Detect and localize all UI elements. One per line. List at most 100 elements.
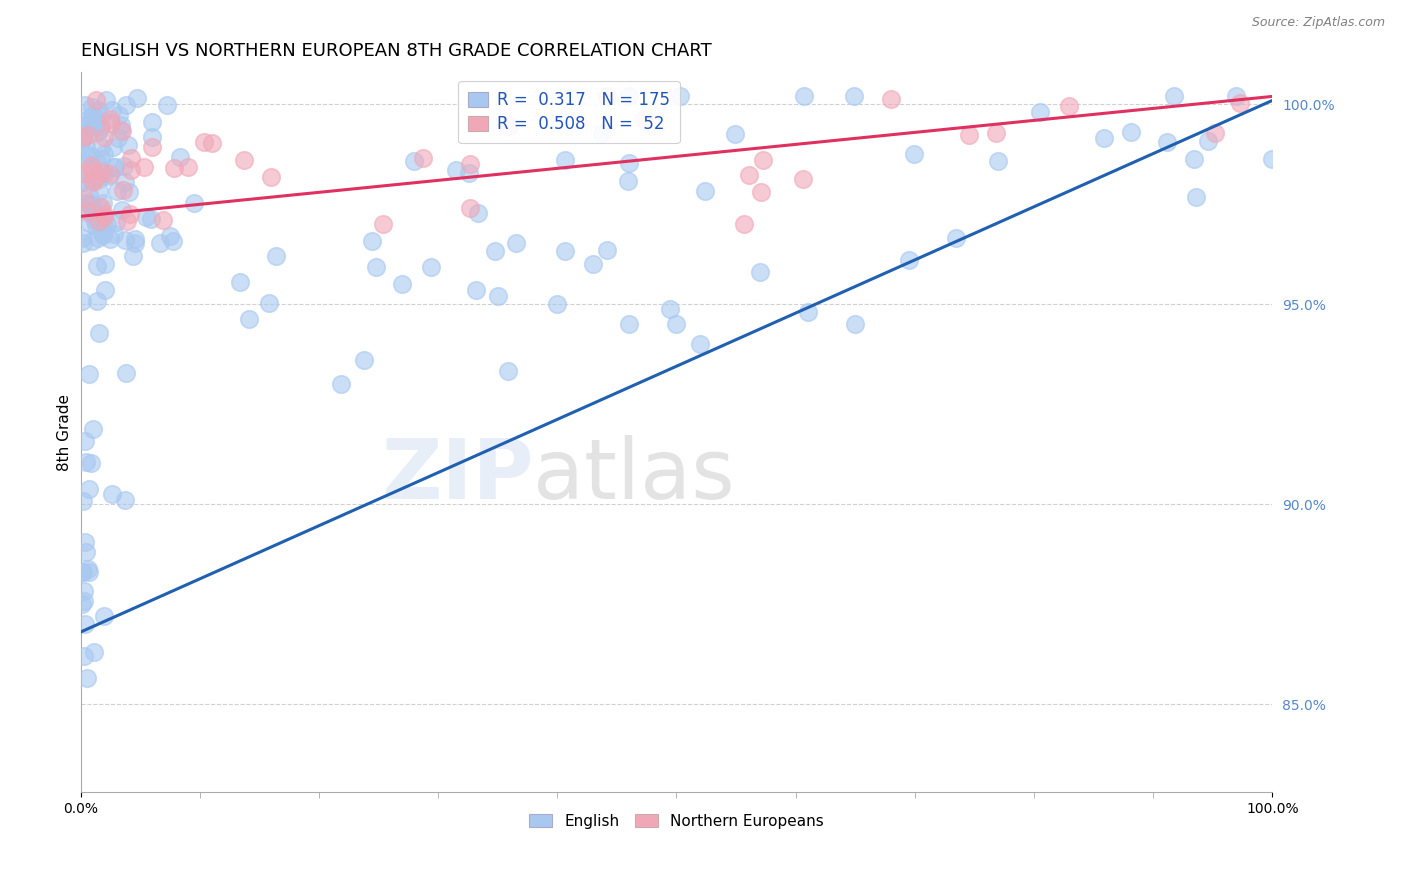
Point <box>546 297 568 311</box>
Point <box>329 376 352 391</box>
Point <box>107 131 129 145</box>
Point <box>554 244 576 258</box>
Point <box>792 172 814 186</box>
Point <box>70 230 93 244</box>
Point <box>72 192 94 206</box>
Point <box>90 165 112 179</box>
Point <box>689 337 711 351</box>
Point <box>366 260 388 275</box>
Point <box>596 243 619 257</box>
Point <box>444 163 467 178</box>
Point <box>105 215 128 229</box>
Point <box>156 98 179 112</box>
Point <box>86 156 108 170</box>
Point <box>73 166 96 180</box>
Point <box>73 534 96 549</box>
Point <box>169 150 191 164</box>
Point <box>70 565 93 579</box>
Point <box>120 163 142 178</box>
Point <box>738 168 761 182</box>
Point <box>101 486 124 500</box>
Point <box>112 159 135 173</box>
Point <box>373 217 395 231</box>
Point <box>591 126 613 140</box>
Point <box>87 212 110 227</box>
Point <box>257 296 280 310</box>
Point <box>77 128 100 143</box>
Point <box>101 103 124 117</box>
Point <box>460 201 482 215</box>
Point <box>844 89 866 103</box>
Point <box>91 195 114 210</box>
Point <box>82 163 104 178</box>
Point <box>111 203 134 218</box>
Point <box>108 108 131 122</box>
Point <box>1261 152 1284 166</box>
Text: ENGLISH VS NORTHERN EUROPEAN 8TH GRADE CORRELATION CHART: ENGLISH VS NORTHERN EUROPEAN 8TH GRADE C… <box>80 42 711 60</box>
Point <box>96 218 118 232</box>
Point <box>94 284 117 298</box>
Point <box>86 219 108 234</box>
Point <box>83 645 105 659</box>
Point <box>582 257 605 271</box>
Point <box>77 188 100 202</box>
Point <box>125 90 148 104</box>
Point <box>75 455 97 469</box>
Point <box>1092 130 1115 145</box>
Point <box>70 134 93 148</box>
Point <box>73 114 96 128</box>
Point <box>72 236 94 251</box>
Point <box>86 112 108 127</box>
Point <box>596 89 619 103</box>
Point <box>97 169 120 183</box>
Point <box>103 227 125 241</box>
Point <box>77 565 100 579</box>
Point <box>617 318 640 332</box>
Point <box>82 108 104 122</box>
Point <box>361 234 384 248</box>
Point <box>467 206 489 220</box>
Point <box>91 227 114 241</box>
Point <box>391 277 413 292</box>
Point <box>201 136 224 150</box>
Point <box>72 174 94 188</box>
Point <box>404 153 426 168</box>
Point <box>1225 89 1247 103</box>
Point <box>93 210 115 224</box>
Point <box>1057 99 1080 113</box>
Point <box>141 115 163 129</box>
Point <box>105 184 128 198</box>
Point <box>80 120 103 134</box>
Point <box>1185 190 1208 204</box>
Point <box>76 204 98 219</box>
Point <box>665 318 688 332</box>
Point <box>945 231 967 245</box>
Point <box>658 302 681 317</box>
Point <box>484 244 506 258</box>
Point <box>77 367 100 381</box>
Point <box>100 116 122 130</box>
Point <box>1229 95 1251 110</box>
Point <box>82 422 104 436</box>
Point <box>89 218 111 232</box>
Point <box>77 204 100 219</box>
Point <box>93 207 115 221</box>
Point <box>115 366 138 380</box>
Point <box>76 116 98 130</box>
Point <box>1156 135 1178 149</box>
Point <box>118 207 141 221</box>
Point <box>264 249 287 263</box>
Point <box>75 196 97 211</box>
Y-axis label: 8th Grade: 8th Grade <box>58 393 72 471</box>
Point <box>152 213 174 227</box>
Point <box>72 131 94 145</box>
Point <box>90 120 112 134</box>
Point <box>669 89 692 103</box>
Point <box>91 227 114 242</box>
Point <box>72 584 94 599</box>
Point <box>94 93 117 107</box>
Point <box>70 175 93 189</box>
Point <box>1197 134 1219 148</box>
Point <box>80 197 103 211</box>
Point <box>111 183 134 197</box>
